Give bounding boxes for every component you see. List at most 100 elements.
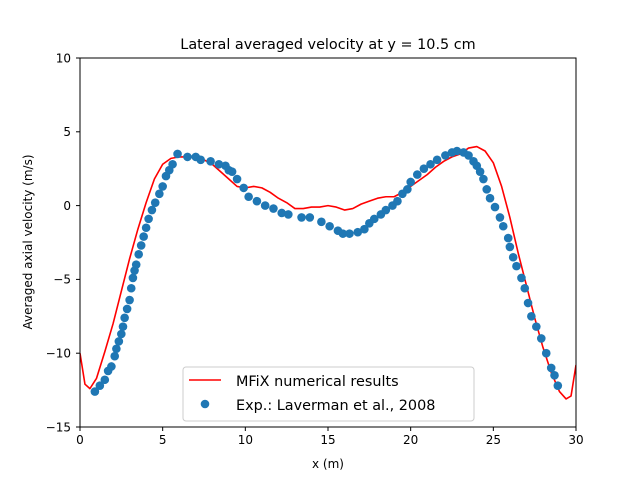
data-point-exp (482, 185, 492, 194)
data-point-exp (403, 185, 412, 194)
data-point-exp (112, 344, 121, 354)
data-point-exp (338, 229, 348, 238)
x-tick-label: 30 (568, 433, 583, 447)
legend-label-exp: Exp.: Laverman et al., 2008 (236, 398, 435, 414)
data-point-exp (183, 152, 192, 162)
data-point-exp (277, 208, 287, 218)
data-point-exp (498, 221, 508, 231)
data-point-exp (532, 322, 541, 331)
data-point-exp (131, 260, 141, 269)
data-point-exp (125, 295, 134, 305)
chart-title: Lateral averaged velocity at y = 10.5 cm (180, 37, 475, 53)
data-point-exp (155, 189, 164, 199)
legend-box (182, 366, 475, 422)
data-point-exp (479, 174, 488, 184)
y-tick-label: −10 (46, 347, 71, 361)
data-point-exp (546, 363, 556, 373)
data-point-exp (232, 174, 242, 184)
data-point-exp (512, 261, 521, 271)
data-point-exp (536, 334, 546, 343)
x-tick-label: 0 (76, 433, 84, 447)
data-point-exp (117, 329, 126, 339)
data-point-exp (110, 351, 120, 361)
data-point-exp (495, 213, 505, 222)
data-point-exp (464, 151, 473, 160)
data-point-exp (141, 223, 151, 233)
data-point-exp (503, 233, 513, 243)
data-point-exp (139, 232, 148, 241)
data-point-exp (490, 202, 500, 212)
data-point-exp (406, 177, 415, 187)
data-point-exp (158, 182, 167, 191)
data-point-exp (485, 193, 495, 203)
data-point-exp (345, 229, 354, 238)
data-point-exp (325, 221, 334, 231)
data-point-exp (527, 312, 536, 321)
data-point-exp (523, 298, 533, 308)
data-point-exp (381, 205, 391, 215)
data-point-exp (126, 283, 136, 293)
data-point-exp (173, 149, 182, 159)
data-point-exp (517, 273, 526, 283)
data-point-exp (150, 198, 160, 207)
x-tick-label: 15 (320, 433, 335, 447)
x-axis-label: x (m) (312, 457, 344, 471)
data-point-exp (475, 167, 485, 176)
data-point-exp (419, 164, 429, 173)
data-point-exp (206, 157, 215, 166)
data-point-exp (144, 214, 153, 224)
data-point-exp (147, 205, 157, 215)
data-point-exp (520, 283, 530, 293)
data-point-exp (353, 227, 363, 237)
data-point-exp (305, 213, 315, 222)
data-point-exp (550, 371, 559, 380)
data-point-exp (508, 252, 518, 262)
data-point-exp (90, 387, 100, 396)
data-point-exp (441, 151, 450, 160)
data-point-exp (168, 159, 177, 169)
plot-area (79, 57, 577, 428)
data-point-exp (553, 381, 563, 390)
data-point-exp (128, 273, 138, 283)
data-point-exp (452, 146, 462, 156)
data-point-exp (136, 241, 146, 250)
data-point-exp (317, 217, 326, 227)
x-tick-label: 20 (403, 433, 418, 447)
legend: MFiX numerical results Exp.: Laverman et … (182, 366, 475, 422)
data-point-exp (239, 183, 248, 193)
data-point-exp (360, 224, 369, 234)
data-point-exp (244, 192, 253, 202)
data-point-exp (426, 159, 435, 169)
y-tick-label: 0 (63, 199, 71, 213)
y-tick-label: −15 (46, 420, 71, 434)
data-point-exp (284, 210, 293, 219)
data-point-exp (107, 362, 116, 371)
data-point-exp (432, 155, 442, 165)
data-point-exp (120, 313, 129, 323)
series-line-mfix (80, 145, 576, 400)
legend-swatch-point (200, 399, 210, 409)
data-point-exp (95, 381, 105, 390)
data-point-exp (297, 213, 306, 222)
data-point-exp (118, 322, 128, 331)
data-point-exp (269, 204, 278, 213)
data-point-exp (100, 375, 110, 385)
data-point-exp (252, 196, 262, 206)
data-point-exp (214, 159, 224, 169)
data-point-exp (412, 170, 422, 179)
y-tick-label: 10 (56, 51, 71, 65)
y-axis-label: Averaged axial velocity (m/s) (21, 154, 35, 329)
data-point-exp (114, 337, 124, 346)
data-point-exp (505, 242, 515, 252)
data-point-exp (260, 201, 270, 210)
x-tick-label: 5 (159, 433, 167, 447)
data-point-exp (369, 214, 379, 224)
data-point-exp (134, 250, 143, 259)
x-tick-label: 10 (238, 433, 253, 447)
legend-label-mfix: MFiX numerical results (236, 374, 399, 390)
y-tick-label: 5 (63, 125, 71, 139)
data-point-exp (227, 167, 237, 176)
data-point-exp (393, 196, 402, 206)
y-axis: −15 −10 −5 0 5 10 (46, 51, 80, 434)
